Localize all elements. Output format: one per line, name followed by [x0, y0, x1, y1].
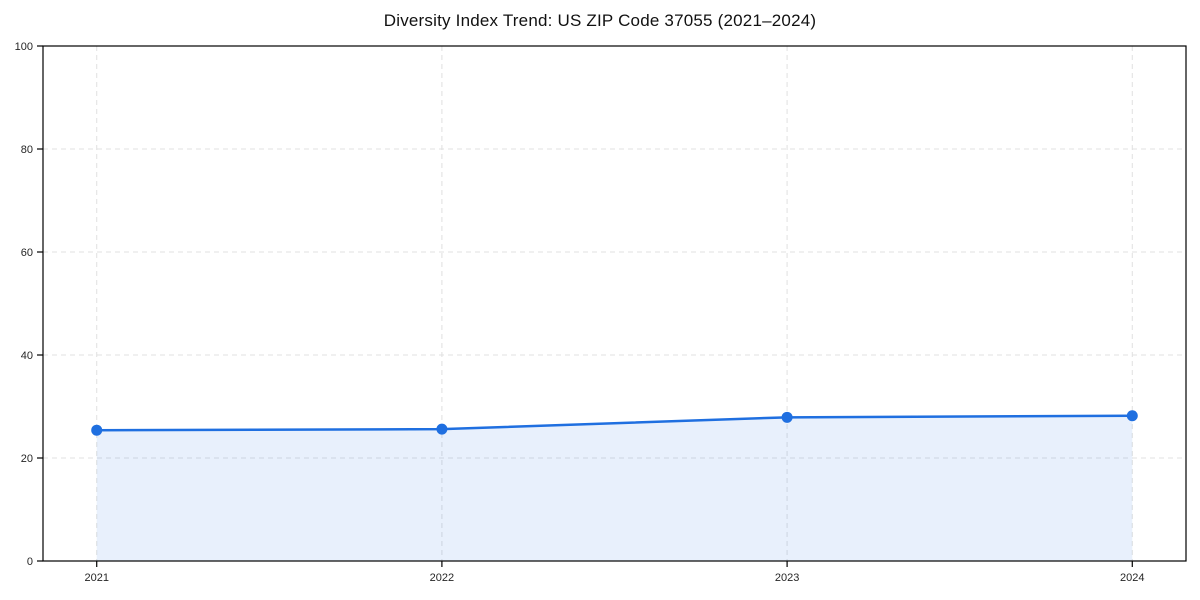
data-point-2023 [781, 411, 793, 423]
area-fill [96, 415, 1133, 561]
data-point-2024 [1126, 410, 1138, 422]
x-tick-label: 2023 [775, 572, 799, 584]
y-tick-label: 80 [21, 144, 33, 156]
y-tick-label: 100 [15, 41, 33, 53]
y-tick-label: 20 [21, 453, 33, 465]
chart-title: Diversity Index Trend: US ZIP Code 37055… [383, 11, 817, 30]
data-point-2022 [436, 423, 448, 435]
data-point-2021 [91, 424, 103, 436]
x-tick-label: 2022 [430, 572, 454, 584]
x-tick-label: 2021 [84, 572, 108, 584]
y-tick-label: 60 [21, 247, 33, 259]
y-tick-label: 0 [27, 556, 33, 568]
y-tick-label: 40 [21, 350, 33, 362]
x-tick-label: 2024 [1120, 572, 1144, 584]
trend-line [95, 414, 1134, 432]
plot-border [42, 45, 1187, 562]
